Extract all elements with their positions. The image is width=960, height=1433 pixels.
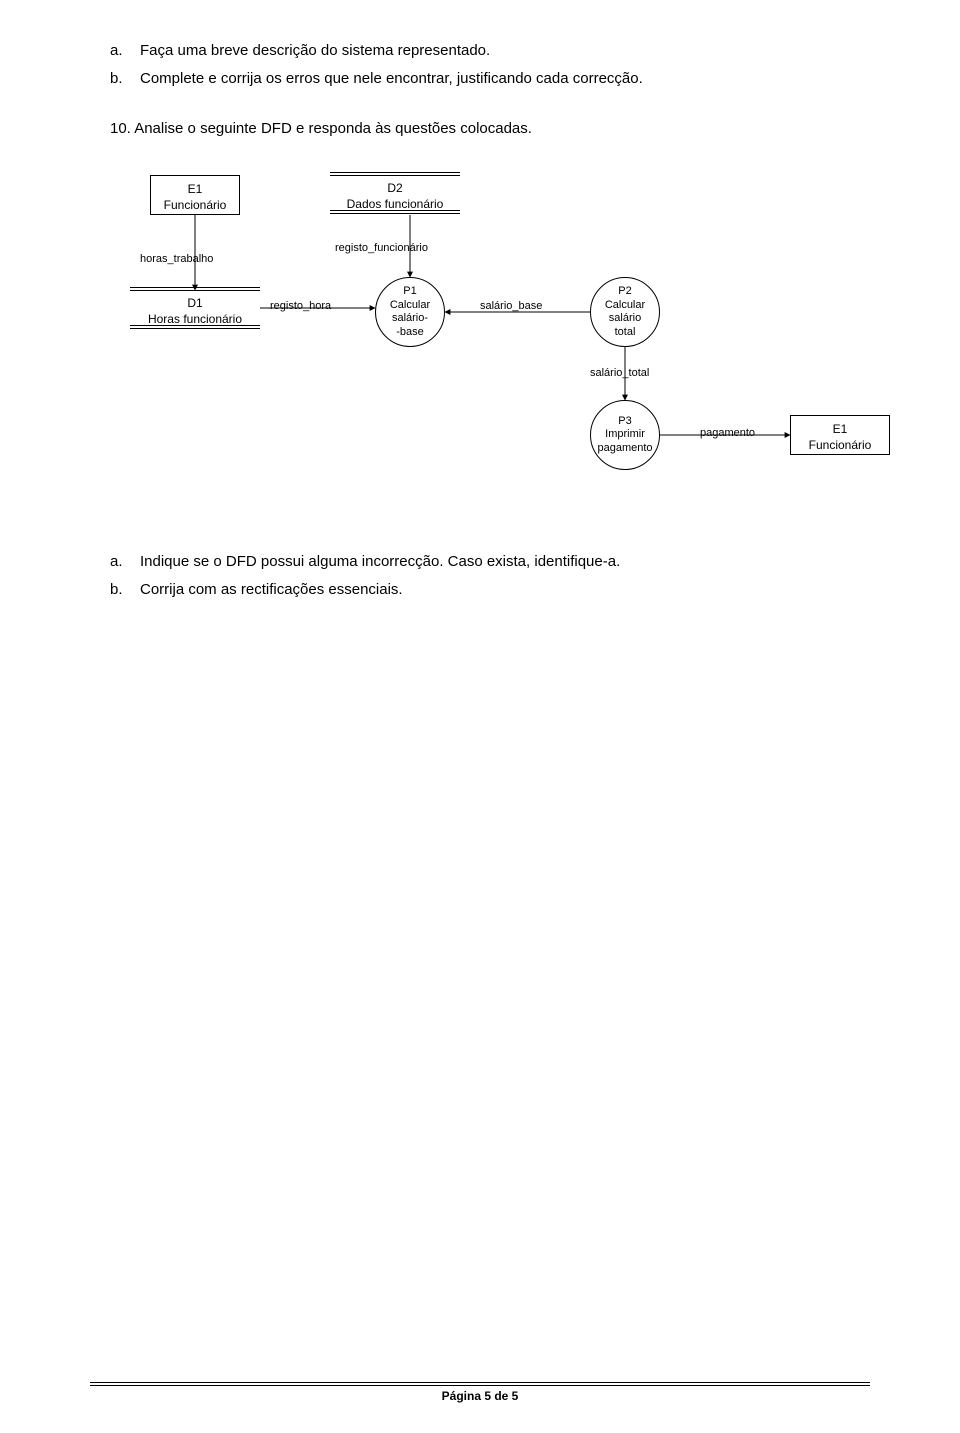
node-line: -base <box>396 326 424 340</box>
footer-text: Página 5 de 5 <box>90 1389 870 1403</box>
node-p3: P3Imprimirpagamento <box>590 400 660 470</box>
marker: b. <box>110 579 123 601</box>
question-text: Complete e corrija os erros que nele enc… <box>140 70 643 87</box>
node-line: salário <box>609 312 641 326</box>
node-line: E1 <box>801 422 879 438</box>
marker: a. <box>110 40 123 62</box>
node-line: P3 <box>618 415 631 429</box>
diagram-edges <box>110 175 910 515</box>
question-b: b. Complete e corrija os erros que nele … <box>140 68 870 90</box>
node-d1: D1Horas funcionário <box>130 290 260 326</box>
flow-label: salário_total <box>590 367 649 379</box>
question-b: b. Corrija com as rectificações essencia… <box>140 579 870 601</box>
node-line: Horas funcionário <box>140 312 250 328</box>
node-line: pagamento <box>597 442 652 456</box>
flow-label: horas_trabalho <box>140 253 213 265</box>
question-text: Corrija com as rectificações essenciais. <box>140 581 403 598</box>
questions-bottom: a. Indique se o DFD possui alguma incorr… <box>90 551 870 601</box>
flow-label: pagamento <box>700 427 755 439</box>
node-line: Funcionário <box>801 438 879 454</box>
node-line: E1 <box>161 182 229 198</box>
question-10: 10. Analise o seguinte DFD e responda às… <box>90 118 870 140</box>
node-p1: P1Calcularsalário--base <box>375 277 445 347</box>
page-footer: Página 5 de 5 <box>90 1385 870 1403</box>
node-line: Imprimir <box>605 428 645 442</box>
node-line: Dados funcionário <box>340 197 450 213</box>
flow-label: registo_funcionário <box>335 242 428 254</box>
node-d2: D2Dados funcionário <box>330 175 460 211</box>
node-line: P2 <box>618 285 631 299</box>
flow-label: salário_base <box>480 300 542 312</box>
node-line: Calcular <box>390 299 430 313</box>
node-line: D2 <box>340 181 450 197</box>
node-line: Calcular <box>605 299 645 313</box>
node-p2: P2Calcularsaláriototal <box>590 277 660 347</box>
node-e1_left: E1Funcionário <box>150 175 240 215</box>
marker: a. <box>110 551 123 573</box>
node-line: total <box>615 326 636 340</box>
node-line: salário- <box>392 312 428 326</box>
node-e1_right: E1Funcionário <box>790 415 890 455</box>
question-a: a. Faça uma breve descrição do sistema r… <box>140 40 870 62</box>
question-a: a. Indique se o DFD possui alguma incorr… <box>140 551 870 573</box>
node-line: D1 <box>140 296 250 312</box>
node-line: P1 <box>403 285 416 299</box>
flow-label: registo_hora <box>270 300 331 312</box>
page: a. Faça uma breve descrição do sistema r… <box>0 0 960 1433</box>
dfd-diagram: E1FuncionárioD2Dados funcionárioD1Horas … <box>110 175 910 515</box>
marker: b. <box>110 68 123 90</box>
question-text: Faça uma breve descrição do sistema repr… <box>140 42 490 59</box>
questions-top: a. Faça uma breve descrição do sistema r… <box>90 40 870 90</box>
node-line: Funcionário <box>161 198 229 214</box>
question-text: Indique se o DFD possui alguma incorrecç… <box>140 553 620 570</box>
